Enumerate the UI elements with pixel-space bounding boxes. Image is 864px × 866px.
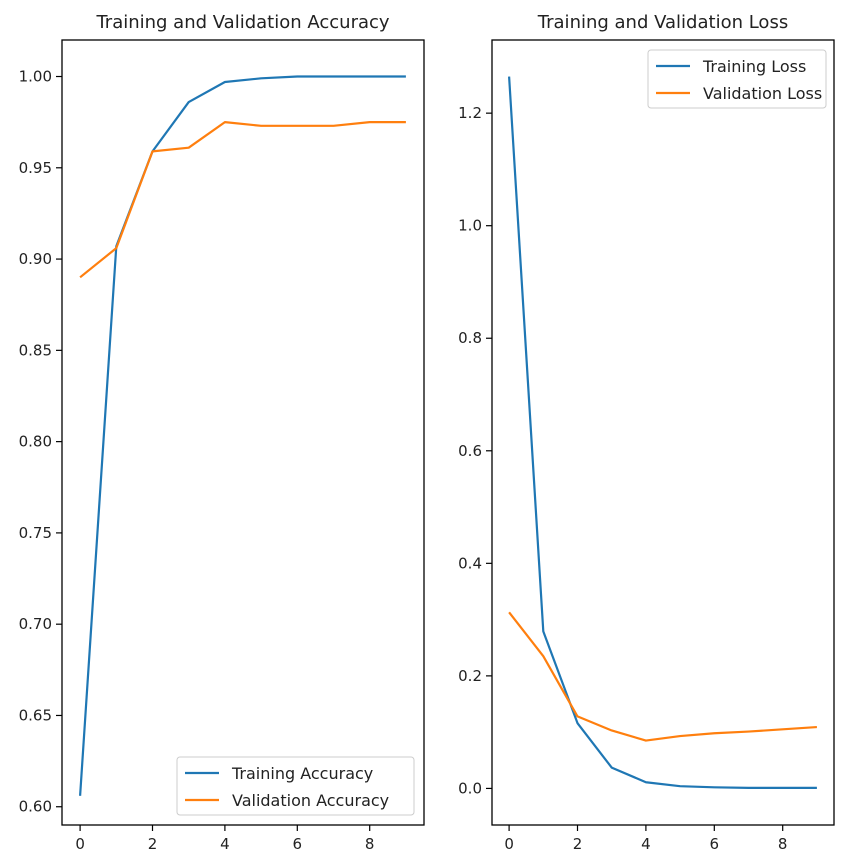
legend-box [647, 49, 827, 109]
y-tick-label: 1.2 [458, 104, 482, 122]
y-tick-label: 0.95 [19, 159, 52, 177]
x-tick-label: 0 [504, 835, 514, 853]
y-tick-label: 0.65 [19, 706, 52, 724]
y-tick-label: 0.70 [19, 615, 52, 633]
series-line-validation-loss [508, 611, 817, 742]
legend-label: Validation Loss [703, 84, 822, 103]
chart-title: Training and Validation Accuracy [95, 12, 389, 33]
y-tick-label: 0.75 [19, 524, 52, 542]
y-tick-label: 0.60 [19, 798, 52, 816]
series-line-validation-accuracy [79, 121, 406, 279]
y-tick-label: 1.0 [458, 217, 482, 235]
x-tick-label: 6 [293, 835, 303, 853]
y-tick-label: 1.00 [19, 68, 52, 86]
axes-frame [491, 39, 835, 826]
y-tick-label: 0.8 [458, 329, 482, 347]
x-tick-label: 2 [573, 835, 583, 853]
y-tick-label: 0.2 [458, 667, 482, 685]
chart-title: Training and Validation Loss [537, 12, 788, 33]
legend-label: Training Loss [702, 57, 806, 76]
axes-frame [61, 39, 425, 826]
x-tick-label: 8 [365, 835, 375, 853]
legend-label: Training Accuracy [231, 764, 373, 783]
legend: Training Loss Validation Loss [647, 49, 827, 109]
x-tick-label: 6 [710, 835, 720, 853]
legend-box [176, 756, 415, 816]
y-tick-label: 0.80 [19, 433, 52, 451]
x-tick-label: 4 [220, 835, 230, 853]
legend-label: Validation Accuracy [232, 791, 389, 810]
x-tick-label: 8 [778, 835, 788, 853]
x-tick-label: 4 [641, 835, 651, 853]
x-tick-label: 0 [75, 835, 85, 853]
x-tick-label: 2 [148, 835, 158, 853]
legend: Training Accuracy Validation Accuracy [176, 756, 415, 816]
series-line-training-loss [508, 76, 817, 789]
series-line-training-accuracy [79, 75, 406, 796]
chart-panel-0: Training and Validation Accuracy 0.60 0.65… [19, 12, 425, 853]
y-tick-label: 0.85 [19, 341, 52, 359]
chart-panel-1: Training and Validation Loss 0.0 0.2 0.4 0.6… [458, 12, 835, 853]
y-tick-label: 0.6 [458, 442, 482, 460]
y-tick-label: 0.0 [458, 779, 482, 797]
y-tick-label: 0.90 [19, 250, 52, 268]
y-tick-label: 0.4 [458, 554, 482, 572]
